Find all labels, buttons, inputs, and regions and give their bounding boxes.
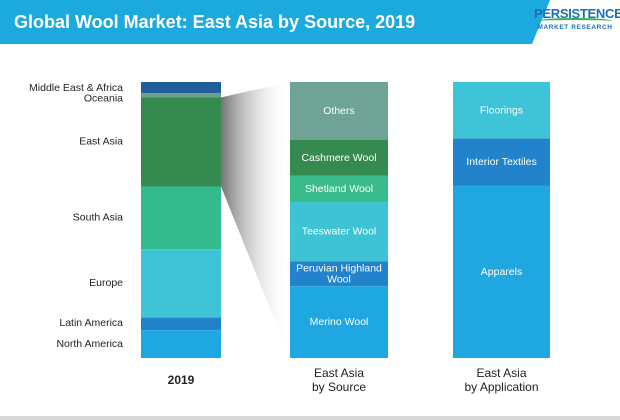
- bar-segment-shetland-wool: [290, 175, 388, 203]
- segment-label-others: Others: [323, 105, 355, 117]
- segment-label-cashmere-wool: Cashmere Wool: [301, 152, 376, 164]
- bar-segment-middle-east-africa: [141, 82, 221, 94]
- axis-label-latin-america: Latin America: [59, 317, 123, 329]
- segment-label-interior-textiles: Interior Textiles: [466, 156, 536, 168]
- logo-sub-text: MARKET RESEARCH: [537, 24, 613, 31]
- axis-label-europe: Europe: [89, 277, 123, 289]
- segment-label-teeswater-wool: Teeswater Wool: [302, 226, 377, 238]
- axis-label-south-asia: South Asia: [73, 212, 123, 224]
- bar-segment-peruvian-highland-wool: [290, 261, 388, 287]
- bar-segment-north-america: [141, 330, 221, 358]
- bar-segment-oceania: [141, 93, 221, 98]
- axis-label-north-america: North America: [56, 338, 123, 350]
- bar-segment-latin-america: [141, 317, 221, 331]
- bottom-rule: [0, 416, 620, 420]
- bar-segment-east-asia: [141, 97, 221, 187]
- zoom-connector: [221, 82, 290, 358]
- segment-label-peruvian-highland-wool: Peruvian Highland Wool: [296, 262, 382, 285]
- category-label-1: 2019: [168, 373, 195, 387]
- bar-segment-cashmere-wool: [290, 139, 388, 176]
- bar-segment-apparels: [453, 185, 550, 358]
- category-label-3: East Asia by Application: [464, 366, 538, 394]
- category-label-2: East Asia by Source: [312, 366, 366, 394]
- title-bar: Global Wool Market: East Asia by Source,…: [0, 0, 550, 44]
- segment-label-shetland-wool: Shetland Wool: [305, 183, 373, 195]
- bar-segment-interior-textiles: [453, 138, 550, 186]
- logo-main-text: PERSISTENCE: [534, 6, 620, 21]
- logo-swoosh-icon: [538, 18, 612, 24]
- persistence-logo: PERSISTENCE MARKET RESEARCH: [534, 4, 620, 40]
- bar-segment-others: [290, 82, 388, 140]
- axis-label-middle-east-africa: Middle East & Africa: [29, 82, 123, 94]
- bar-segment-teeswater-wool: [290, 202, 388, 262]
- bar-segment-merino-wool: [290, 286, 388, 358]
- bar-segment-south-asia: [141, 186, 221, 250]
- axis-label-east-asia: East Asia: [79, 136, 123, 148]
- segment-label-merino-wool: Merino Wool: [310, 316, 369, 328]
- segment-label-floorings: Floorings: [480, 104, 523, 116]
- bar-segment-floorings: [453, 82, 550, 139]
- chart-title: Global Wool Market: East Asia by Source,…: [14, 12, 416, 32]
- segment-label-apparels: Apparels: [481, 266, 522, 278]
- axis-label-oceania: Oceania: [84, 93, 123, 105]
- bar-segment-europe: [141, 249, 221, 318]
